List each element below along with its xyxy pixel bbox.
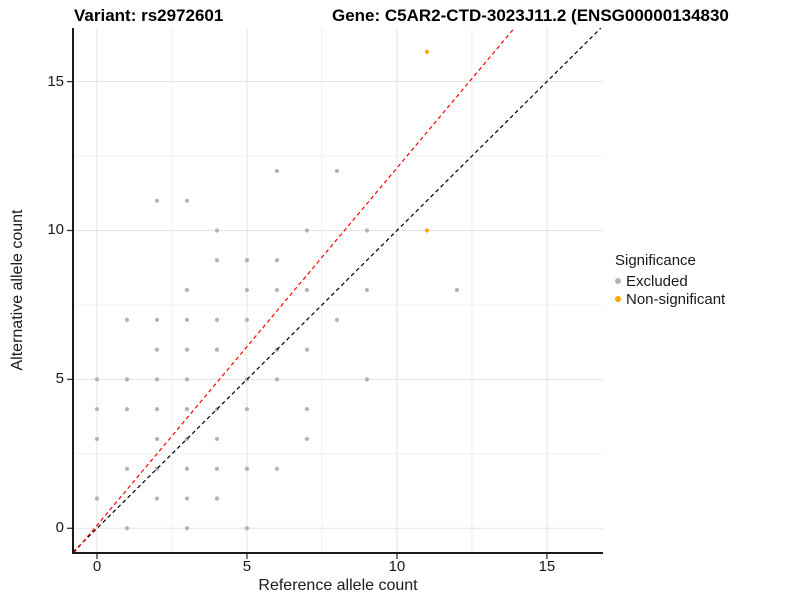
data-point-excluded bbox=[94, 407, 100, 412]
y-tick-label: 15 bbox=[47, 72, 64, 90]
data-point-excluded bbox=[214, 347, 220, 352]
data-point-excluded bbox=[184, 317, 190, 322]
data-point-excluded bbox=[94, 496, 100, 501]
x-tick-label: 0 bbox=[92, 558, 102, 575]
data-point-excluded bbox=[214, 436, 220, 442]
legend-title: Significance bbox=[615, 252, 696, 269]
data-point-excluded bbox=[214, 317, 220, 322]
plot-title-variant: Variant: rs2972601 bbox=[74, 6, 224, 25]
excluded-dot-icon bbox=[615, 278, 621, 284]
data-point-excluded bbox=[124, 407, 130, 412]
data-point-excluded bbox=[124, 466, 130, 471]
data-point-excluded bbox=[184, 198, 190, 203]
data-point-excluded bbox=[334, 317, 340, 322]
data-point-excluded bbox=[124, 317, 130, 322]
data-point-excluded bbox=[454, 287, 460, 293]
data-point-excluded bbox=[364, 287, 370, 293]
data-point-excluded bbox=[154, 317, 160, 322]
data-point-excluded bbox=[214, 228, 220, 233]
x-axis-label: Reference allele count bbox=[258, 577, 418, 594]
legend-item-label: Excluded bbox=[626, 272, 688, 290]
data-point-excluded bbox=[184, 526, 190, 531]
data-point-excluded bbox=[124, 377, 130, 382]
data-point-excluded bbox=[154, 198, 160, 203]
data-point-excluded bbox=[94, 436, 100, 442]
data-point-excluded bbox=[154, 377, 160, 382]
data-point-excluded bbox=[304, 436, 310, 442]
data-point-excluded bbox=[244, 287, 250, 293]
x-tick-label: 15 bbox=[538, 558, 556, 575]
data-point-excluded bbox=[244, 526, 250, 531]
data-point-excluded bbox=[244, 407, 250, 412]
minor-gridlines bbox=[73, 28, 603, 553]
non-significant-dot-icon bbox=[615, 296, 621, 302]
data-point-excluded bbox=[364, 377, 370, 382]
data-point-excluded bbox=[274, 258, 280, 263]
data-point-excluded bbox=[274, 287, 280, 293]
data-point-excluded bbox=[304, 287, 310, 293]
data-point-excluded bbox=[304, 347, 310, 352]
data-point-excluded bbox=[364, 228, 370, 233]
data-point-excluded bbox=[154, 496, 160, 501]
identity-line bbox=[72, 27, 602, 553]
data-point-excluded bbox=[274, 466, 280, 471]
x-tick-label: 5 bbox=[242, 558, 252, 575]
axis-lines bbox=[72, 28, 603, 554]
data-point-excluded bbox=[244, 258, 250, 263]
legend-item-label: Non-significant bbox=[626, 290, 726, 308]
data-point-excluded bbox=[184, 377, 190, 382]
data-point-excluded bbox=[124, 526, 130, 531]
data-point-excluded bbox=[274, 377, 280, 382]
scatter-points bbox=[94, 49, 460, 531]
y-tick-label: 10 bbox=[47, 221, 64, 239]
data-point-excluded bbox=[154, 347, 160, 352]
fit-line bbox=[73, 27, 515, 554]
legend-item-non-significant: Non-significant bbox=[615, 290, 725, 308]
data-point-non-significant bbox=[424, 228, 430, 233]
x-tick-label: 10 bbox=[388, 558, 406, 575]
data-point-excluded bbox=[94, 377, 100, 382]
data-point-excluded bbox=[154, 407, 160, 412]
legend-item-excluded: Excluded bbox=[615, 272, 725, 290]
data-point-excluded bbox=[184, 347, 190, 352]
data-point-excluded bbox=[214, 496, 220, 501]
data-point-excluded bbox=[214, 466, 220, 471]
data-point-excluded bbox=[214, 258, 220, 263]
data-point-excluded bbox=[184, 287, 190, 293]
major-gridlines bbox=[73, 28, 603, 553]
data-point-excluded bbox=[334, 168, 340, 174]
data-point-excluded bbox=[304, 407, 310, 412]
y-tick-label: 5 bbox=[55, 370, 64, 388]
data-point-non-significant bbox=[424, 49, 430, 54]
data-point-excluded bbox=[184, 466, 190, 471]
plot-title-gene: Gene: C5AR2-CTD-3023J11.2 (ENSG000001348… bbox=[332, 6, 729, 25]
data-point-excluded bbox=[184, 496, 190, 501]
y-tick-label: 0 bbox=[55, 519, 64, 537]
reference-lines bbox=[72, 27, 602, 554]
data-point-excluded bbox=[244, 317, 250, 322]
legend: Significance Excluded Non-significant bbox=[615, 252, 725, 308]
data-point-excluded bbox=[274, 168, 280, 174]
data-point-excluded bbox=[184, 407, 190, 412]
y-axis-label: Alternative allele count bbox=[9, 209, 26, 371]
data-point-excluded bbox=[304, 228, 310, 233]
tick-marks bbox=[67, 80, 548, 559]
data-point-excluded bbox=[154, 436, 160, 442]
data-point-excluded bbox=[244, 466, 250, 471]
